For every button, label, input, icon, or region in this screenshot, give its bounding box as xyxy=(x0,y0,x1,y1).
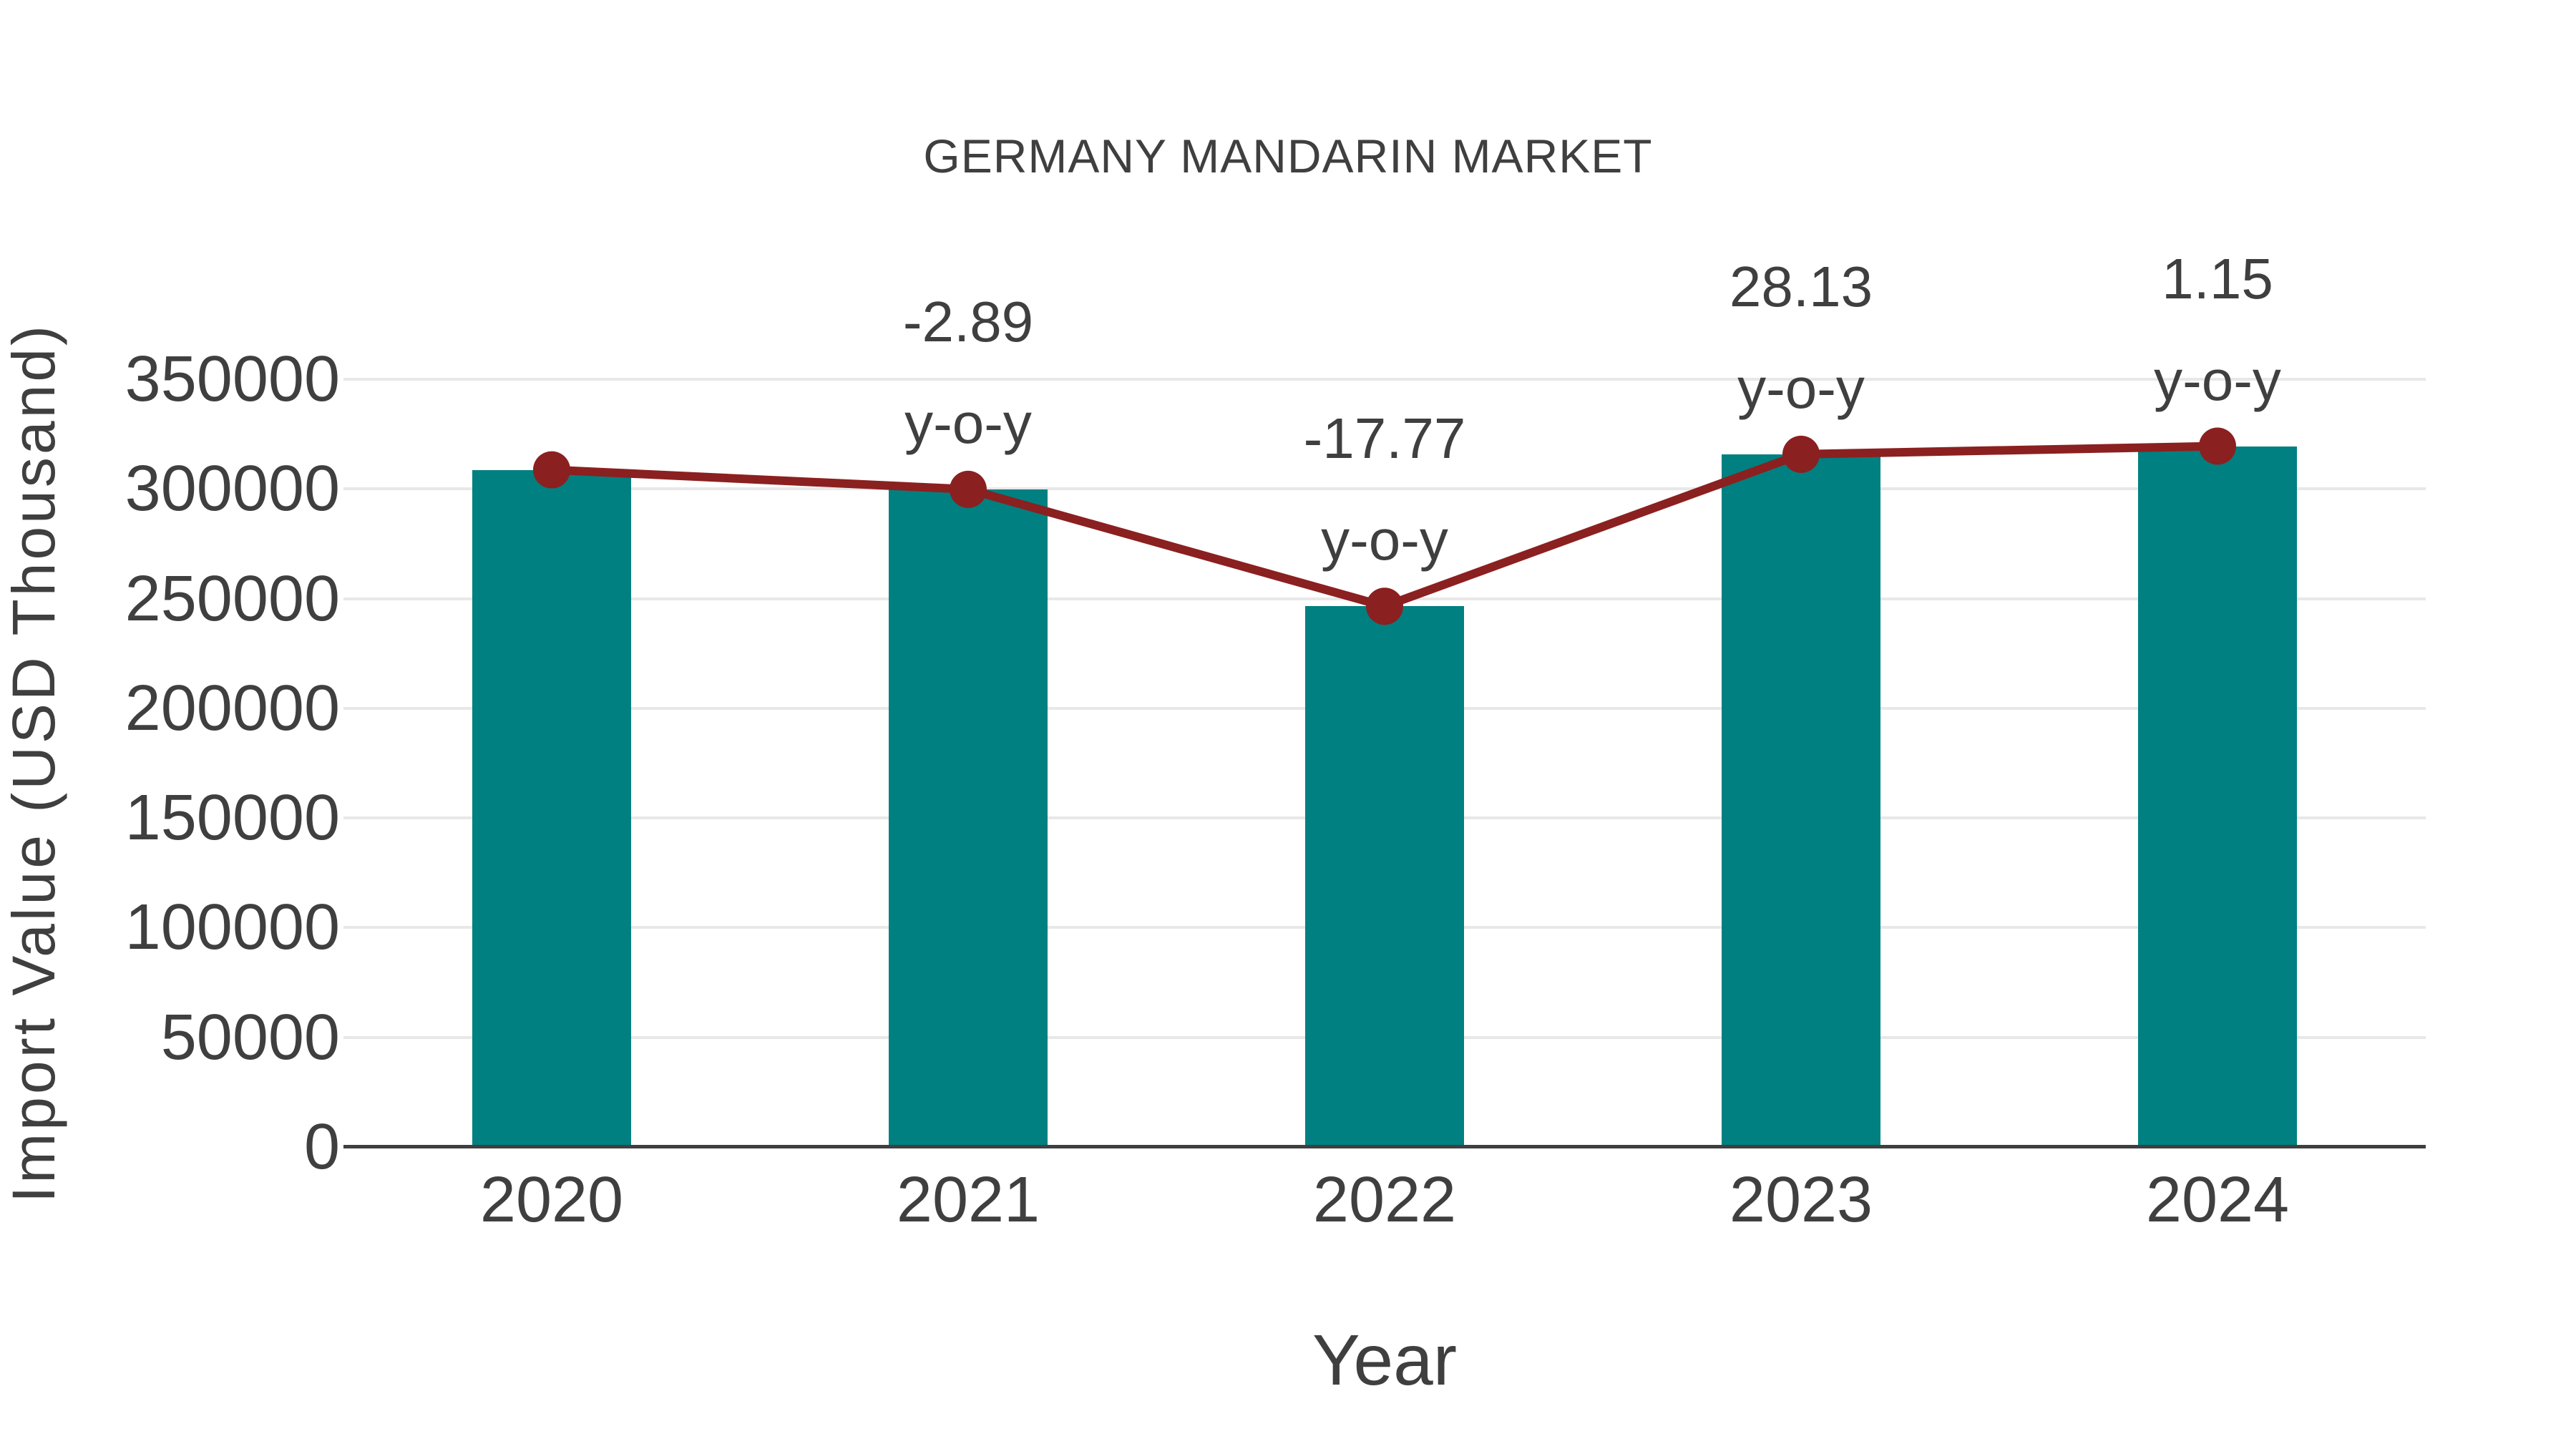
y-tick-label-150000: 150000 xyxy=(125,782,340,854)
x-tick-label-2023: 2023 xyxy=(1729,1164,1873,1236)
annotation-2021: -2.89 y-o-y xyxy=(903,271,1033,474)
gridline-300000 xyxy=(343,487,2426,491)
chart-title: GERMANY MANDARIN MARKET xyxy=(923,130,1653,182)
bar-2023 xyxy=(1722,454,1880,1147)
marker-2021 xyxy=(950,470,987,508)
y-tick-label-250000: 250000 xyxy=(125,562,340,635)
line-series xyxy=(533,427,2236,625)
marker-2020 xyxy=(533,451,570,489)
y-tick-label-100000: 100000 xyxy=(125,892,340,964)
x-tick-label-2021: 2021 xyxy=(896,1164,1040,1236)
y-tick-label-300000: 300000 xyxy=(125,453,340,525)
annotation-2022: -17.77 y-o-y xyxy=(1304,388,1466,591)
annotation-value: -2.89 xyxy=(902,289,1034,353)
annotation-value: 1.15 xyxy=(2162,246,2273,311)
bar-2020 xyxy=(472,469,631,1147)
x-tick-label-2022: 2022 xyxy=(1312,1164,1457,1236)
bar-2022 xyxy=(1305,606,1464,1147)
marker-2024 xyxy=(2199,427,2236,465)
y-axis-title: Import Value (USD Thousand) xyxy=(0,322,67,1204)
plot-area: -2.89 y-o-y -17.77 y-o-y 28.13 y-o-y 1.15 y-o-y… xyxy=(343,247,2426,1236)
annotation-2023: 28.13 y-o-y xyxy=(1729,236,1873,439)
x-axis-line xyxy=(343,1145,2426,1148)
annotation-suffix: y-o-y xyxy=(2154,348,2281,412)
y-tick-label-50000: 50000 xyxy=(160,1001,340,1073)
annotation-value: 28.13 xyxy=(1729,254,1873,318)
x-axis-title: Year xyxy=(1312,1320,1458,1400)
x-tick-label-2024: 2024 xyxy=(2145,1164,2290,1236)
annotation-suffix: y-o-y xyxy=(1737,356,1865,420)
y-tick-label-0: 0 xyxy=(303,1111,340,1183)
y-tick-label-350000: 350000 xyxy=(125,343,340,415)
marker-2022 xyxy=(1366,587,1403,625)
annotation-suffix: y-o-y xyxy=(904,391,1032,455)
annotation-2024: 1.15 y-o-y xyxy=(2154,228,2281,431)
x-tick-label-2020: 2020 xyxy=(479,1164,624,1236)
bar-2021 xyxy=(889,489,1048,1147)
marker-2023 xyxy=(1782,435,1820,473)
gridline-350000 xyxy=(343,378,2426,381)
bar-2024 xyxy=(2138,446,2297,1147)
y-tick-label-200000: 200000 xyxy=(125,672,340,744)
annotation-value: -17.77 xyxy=(1303,406,1466,471)
annotation-suffix: y-o-y xyxy=(1321,508,1448,572)
